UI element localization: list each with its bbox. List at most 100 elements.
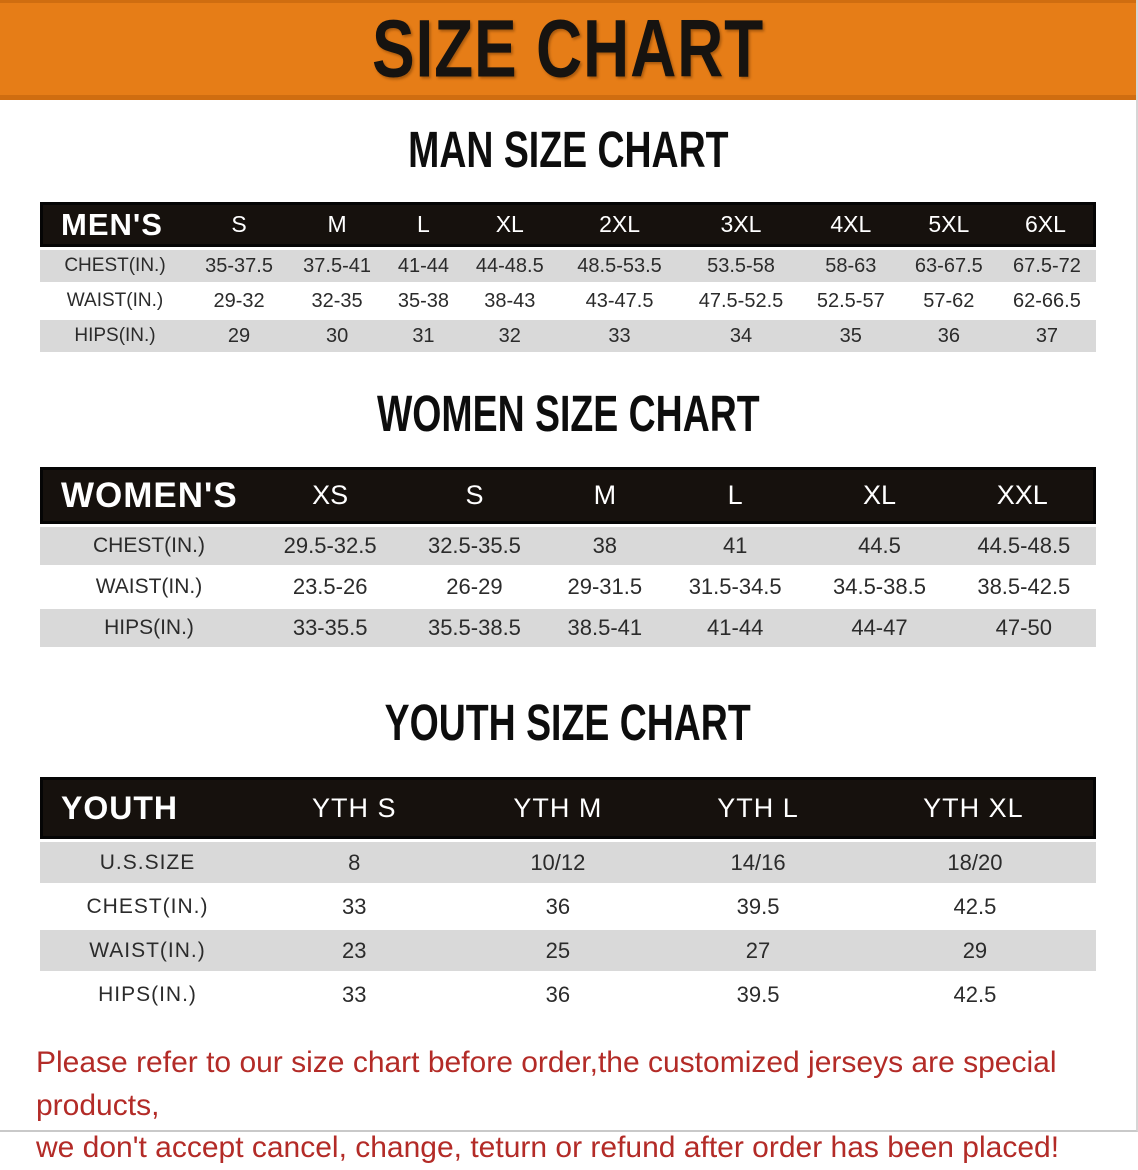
measurement-row-label: CHEST(IN.) xyxy=(40,250,190,282)
size-value-cell: 35 xyxy=(801,320,900,352)
size-value-cell: 31 xyxy=(386,320,461,352)
size-value-cell: 38-43 xyxy=(460,285,559,317)
size-value-cell: 39.5 xyxy=(662,886,854,927)
size-value-cell: 10/12 xyxy=(453,842,663,883)
size-value-cell: 53.5-58 xyxy=(680,250,802,282)
size-column-header: 4XL xyxy=(801,202,900,247)
size-value-cell: 33 xyxy=(558,320,681,352)
measurement-row-label: HIPS(IN.) xyxy=(40,320,190,352)
size-value-cell: 33 xyxy=(255,974,454,1015)
size-column-header: XL xyxy=(460,202,559,247)
size-value-cell: 62-66.5 xyxy=(997,285,1096,317)
size-value-cell: 36 xyxy=(453,886,663,927)
size-value-cell: 34 xyxy=(680,320,802,352)
size-value-cell: 23.5-26 xyxy=(258,568,403,606)
size-value-cell: 52.5-57 xyxy=(801,285,900,317)
banner: SIZE CHART xyxy=(0,0,1136,100)
size-value-cell: 30 xyxy=(288,320,387,352)
disclaimer: Please refer to our size chart before or… xyxy=(36,1042,1136,1170)
size-value-cell: 37.5-41 xyxy=(288,250,387,282)
size-value-cell: 48.5-53.5 xyxy=(558,250,681,282)
size-value-cell: 32-35 xyxy=(288,285,387,317)
size-value-cell: 36 xyxy=(899,320,998,352)
women-size-table: WOMEN'S XS S M L XL XXL CHEST(IN.) 29.5-32.5 32.5… xyxy=(40,464,1096,650)
measurement-row-label: U.S.SIZE xyxy=(40,842,255,883)
size-column-header: YTH M xyxy=(453,777,663,839)
size-column-header: L xyxy=(663,467,808,524)
size-column-header: YTH L xyxy=(662,777,854,839)
size-column-header: 3XL xyxy=(680,202,802,247)
size-value-cell: 38 xyxy=(546,527,664,565)
disclaimer-line-1: Please refer to our size chart before or… xyxy=(36,1046,1057,1122)
size-value-cell: 38.5-41 xyxy=(546,609,664,647)
size-value-cell: 33 xyxy=(255,886,454,927)
size-value-cell: 27 xyxy=(662,930,854,971)
man-chart-heading: MAN SIZE CHART xyxy=(0,100,1136,199)
size-value-cell: 44-48.5 xyxy=(460,250,559,282)
measurement-row-label: CHEST(IN.) xyxy=(40,527,258,565)
women-chart-heading-text: WOMEN SIZE CHART xyxy=(376,386,760,443)
size-value-cell: 44-47 xyxy=(807,609,952,647)
measurement-row: HIPS(IN.) 29 30 31 32 33 34 35 36 37 xyxy=(40,320,1096,352)
size-value-cell: 41 xyxy=(663,527,808,565)
size-value-cell: 18/20 xyxy=(853,842,1096,883)
page-title: SIZE CHART xyxy=(372,3,764,94)
size-value-cell: 33-35.5 xyxy=(258,609,403,647)
man-size-table: MEN'S S M L XL 2XL 3XL 4XL 5XL 6XL CHEST(IN.) 35-37… xyxy=(40,199,1096,355)
measurement-row: U.S.SIZE 8 10/12 14/16 18/20 xyxy=(40,842,1096,883)
measurement-row-label: WAIST(IN.) xyxy=(40,930,255,971)
measurement-row-label: CHEST(IN.) xyxy=(40,886,255,927)
size-value-cell: 29.5-32.5 xyxy=(258,527,403,565)
youth-size-table: YOUTH YTH S YTH M YTH L YTH XL U.S.SIZE 8 10/12… xyxy=(40,774,1096,1018)
size-column-header: S xyxy=(190,202,289,247)
youth-size-chart-section: YOUTH SIZE CHART YOUTH YTH S YTH M YTH L YTH… xyxy=(0,650,1136,1018)
man-size-chart-section: MAN SIZE CHART MEN'S S M L XL 2XL 3XL 4XL 5XL 6XL… xyxy=(0,100,1136,355)
disclaimer-line-2: we don't accept cancel, change, teturn o… xyxy=(36,1131,1060,1165)
size-value-cell: 47.5-52.5 xyxy=(680,285,802,317)
size-value-cell: 41-44 xyxy=(663,609,808,647)
size-value-cell: 35-37.5 xyxy=(190,250,289,282)
measurement-row: CHEST(IN.) 33 36 39.5 42.5 xyxy=(40,886,1096,927)
measurement-row-label: WAIST(IN.) xyxy=(40,568,258,606)
size-value-cell: 29 xyxy=(190,320,289,352)
size-column-header: 5XL xyxy=(899,202,998,247)
size-value-cell: 26-29 xyxy=(402,568,547,606)
measurement-row: WAIST(IN.) 23 25 27 29 xyxy=(40,930,1096,971)
size-column-header: 6XL xyxy=(997,202,1096,247)
size-header-row: WOMEN'S XS S M L XL XXL xyxy=(40,467,1096,524)
size-value-cell: 31.5-34.5 xyxy=(663,568,808,606)
size-value-cell: 35-38 xyxy=(386,285,461,317)
measurement-row: WAIST(IN.) 29-32 32-35 35-38 38-43 43-47.5 47.… xyxy=(40,285,1096,317)
size-column-header: XS xyxy=(258,467,403,524)
measurement-row: CHEST(IN.) 35-37.5 37.5-41 41-44 44-48.5 48.5… xyxy=(40,250,1096,282)
size-value-cell: 44.5-48.5 xyxy=(951,527,1096,565)
women-size-chart-section: WOMEN SIZE CHART WOMEN'S XS S M L XL XXL CHEST(… xyxy=(0,355,1136,650)
size-header-row: YOUTH YTH S YTH M YTH L YTH XL xyxy=(40,777,1096,839)
measurement-row-label: HIPS(IN.) xyxy=(40,609,258,647)
measurement-row: WAIST(IN.) 23.5-26 26-29 29-31.5 31.5-34.5 34… xyxy=(40,568,1096,606)
size-header-row: MEN'S S M L XL 2XL 3XL 4XL 5XL 6XL xyxy=(40,202,1096,247)
size-column-header: S xyxy=(402,467,547,524)
size-value-cell: 57-62 xyxy=(899,285,998,317)
size-column-header: YTH S xyxy=(255,777,454,839)
size-value-cell: 23 xyxy=(255,930,454,971)
size-value-cell: 29-32 xyxy=(190,285,289,317)
women-chart-heading: WOMEN SIZE CHART xyxy=(0,355,1136,464)
measurement-row-label: WAIST(IN.) xyxy=(40,285,190,317)
size-value-cell: 44.5 xyxy=(807,527,952,565)
size-value-cell: 35.5-38.5 xyxy=(402,609,547,647)
youth-chart-heading-text: YOUTH SIZE CHART xyxy=(384,695,752,752)
size-value-cell: 8 xyxy=(255,842,454,883)
size-value-cell: 38.5-42.5 xyxy=(951,568,1096,606)
size-value-cell: 58-63 xyxy=(801,250,900,282)
size-column-header: M xyxy=(546,467,664,524)
size-column-header: 2XL xyxy=(558,202,681,247)
size-value-cell: 47-50 xyxy=(951,609,1096,647)
size-value-cell: 29-31.5 xyxy=(546,568,664,606)
size-value-cell: 34.5-38.5 xyxy=(807,568,952,606)
size-column-header: M xyxy=(288,202,387,247)
size-value-cell: 39.5 xyxy=(662,974,854,1015)
size-value-cell: 63-67.5 xyxy=(899,250,998,282)
table-title-cell: WOMEN'S xyxy=(40,467,258,524)
